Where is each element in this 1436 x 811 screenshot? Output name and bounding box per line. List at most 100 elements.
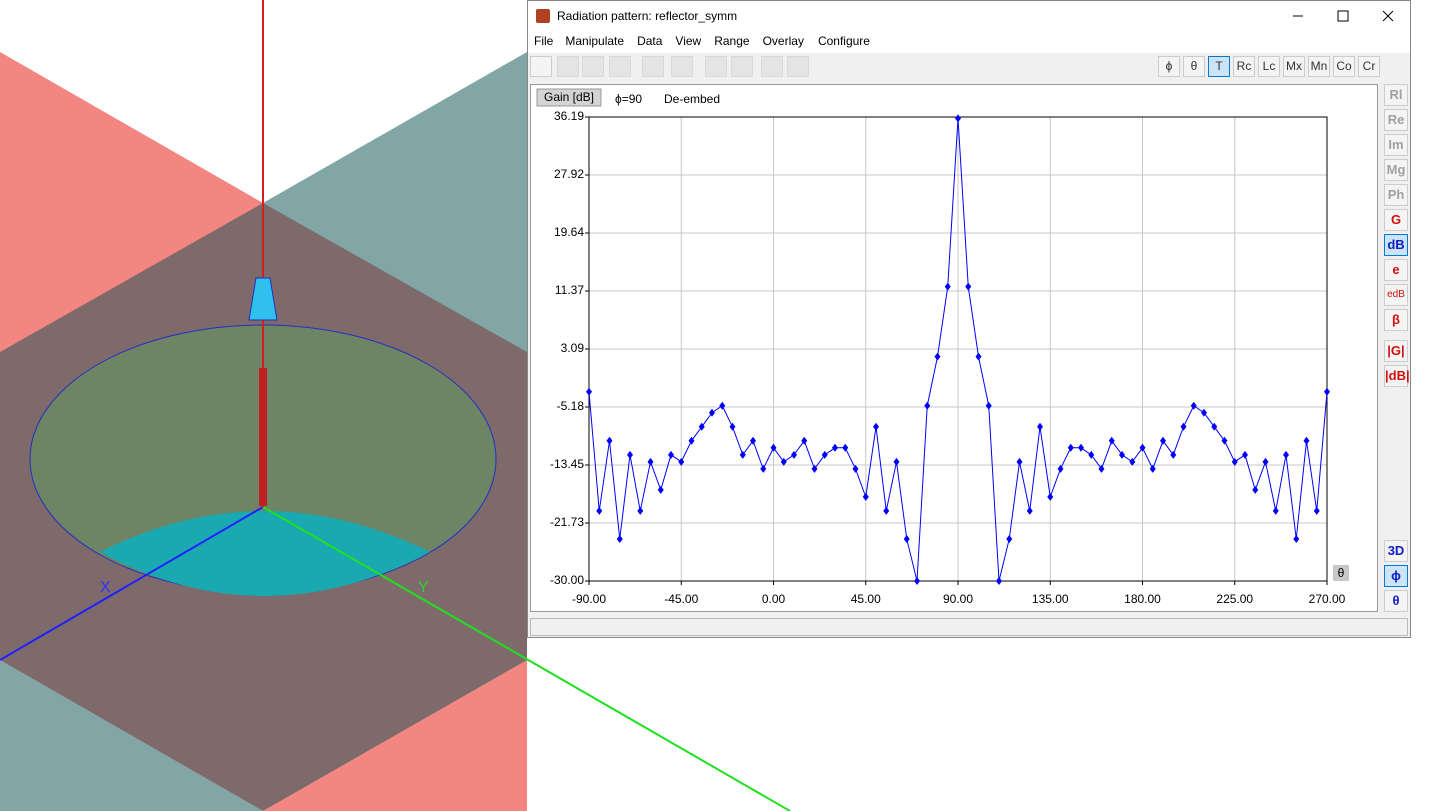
data-point bbox=[1242, 450, 1248, 459]
axis-label: Y bbox=[418, 579, 429, 596]
x-tick-label: 90.00 bbox=[943, 592, 973, 606]
data-point bbox=[1190, 401, 1197, 410]
data-point bbox=[1129, 457, 1136, 466]
menu-item[interactable]: File bbox=[534, 34, 554, 48]
data-point bbox=[698, 422, 705, 431]
title-bar: Radiation pattern: reflector_symm bbox=[528, 1, 1410, 31]
minimize[interactable] bbox=[1289, 7, 1307, 25]
status-bar bbox=[530, 618, 1408, 636]
side-button[interactable]: 3D bbox=[1384, 540, 1408, 562]
data-point bbox=[1293, 534, 1300, 543]
maximize[interactable] bbox=[1334, 7, 1352, 25]
data-point bbox=[903, 534, 910, 543]
tool-button[interactable] bbox=[705, 56, 727, 77]
x-tick-label: 270.00 bbox=[1309, 592, 1346, 606]
data-point bbox=[1006, 534, 1013, 543]
tool-button[interactable]: θ bbox=[1183, 56, 1205, 77]
tool-button[interactable]: Mn bbox=[1308, 56, 1330, 77]
data-point bbox=[760, 464, 767, 473]
menu-item[interactable]: Configure bbox=[817, 34, 870, 48]
menu-item[interactable]: Data bbox=[637, 34, 663, 48]
data-point bbox=[924, 401, 931, 410]
tool-button[interactable] bbox=[731, 56, 753, 77]
data-point bbox=[1262, 457, 1269, 466]
tool-button[interactable] bbox=[530, 56, 552, 77]
y-tick-label: 11.37 bbox=[555, 283, 584, 297]
data-point bbox=[842, 443, 849, 452]
data-point bbox=[1180, 422, 1187, 431]
y-tick-label: -13.45 bbox=[550, 457, 584, 471]
side-button[interactable]: e bbox=[1384, 259, 1408, 281]
reflector-front bbox=[100, 511, 430, 596]
data-point bbox=[1170, 450, 1177, 459]
tool-button[interactable] bbox=[557, 56, 579, 77]
data-point bbox=[1313, 506, 1320, 515]
side-button[interactable]: dB bbox=[1384, 234, 1408, 256]
data-point bbox=[1098, 464, 1105, 473]
tool-button[interactable] bbox=[582, 56, 604, 77]
tool-button[interactable]: Rc bbox=[1233, 56, 1255, 77]
quantity: Gain [dB] bbox=[544, 90, 594, 104]
side-button[interactable]: Rl bbox=[1384, 84, 1408, 106]
tool-button[interactable]: Mx bbox=[1283, 56, 1305, 77]
menu-item[interactable]: Manipulate bbox=[565, 34, 625, 48]
tool-button[interactable]: Lc bbox=[1258, 56, 1280, 77]
data-point bbox=[1211, 422, 1218, 431]
data-point bbox=[1088, 450, 1095, 459]
data-point bbox=[627, 450, 633, 459]
side-button[interactable]: |dB| bbox=[1384, 365, 1410, 387]
data-point bbox=[709, 408, 715, 417]
menu-item[interactable]: Overlay bbox=[762, 34, 804, 48]
y-tick-label: 27.92 bbox=[554, 167, 584, 181]
quantity-box[interactable] bbox=[536, 88, 602, 107]
window: Radiation pattern: reflector_symm File Ma… bbox=[527, 0, 1411, 638]
menu-bar: File Manipulate Data View Range Overlay Config… bbox=[528, 31, 1410, 53]
data-point bbox=[914, 577, 920, 585]
side-button[interactable]: Im bbox=[1384, 134, 1408, 156]
data-point bbox=[1108, 436, 1115, 445]
side-button[interactable]: Re bbox=[1384, 109, 1408, 131]
tool-button[interactable]: T bbox=[1208, 56, 1230, 77]
side-button[interactable]: β bbox=[1384, 309, 1408, 331]
tool-button[interactable] bbox=[671, 56, 693, 77]
data-point bbox=[1149, 464, 1156, 473]
tool-button[interactable] bbox=[609, 56, 631, 77]
tool-button[interactable] bbox=[642, 56, 664, 77]
close[interactable] bbox=[1379, 7, 1397, 25]
tool-button[interactable]: Cr bbox=[1358, 56, 1380, 77]
side-button[interactable]: |G| bbox=[1384, 340, 1408, 362]
data-point bbox=[852, 464, 859, 473]
side-button[interactable]: G bbox=[1384, 209, 1408, 231]
menu-item[interactable]: Range bbox=[714, 34, 750, 48]
data-point bbox=[1119, 450, 1125, 459]
data-point bbox=[1160, 436, 1166, 445]
data-point bbox=[668, 450, 674, 459]
tool-button[interactable]: Co bbox=[1333, 56, 1355, 77]
data-point bbox=[657, 485, 664, 494]
data-point bbox=[1221, 436, 1228, 445]
y-tick-label: 3.09 bbox=[561, 341, 585, 355]
tool-button[interactable] bbox=[761, 56, 783, 77]
menu-item[interactable]: View bbox=[675, 34, 702, 48]
x-tick-label: 180.00 bbox=[1124, 592, 1161, 606]
data-point bbox=[586, 387, 592, 396]
x-axis-label: θ bbox=[1338, 566, 1345, 580]
x-tick-label: 45.00 bbox=[851, 592, 881, 606]
side-button[interactable]: ϕ bbox=[1384, 565, 1408, 587]
tool-button[interactable] bbox=[787, 56, 809, 77]
plot-panel: Gain [dB] ϕ=90 De-embed θ -30.00 -21.73 -1… bbox=[530, 84, 1378, 612]
data-point bbox=[596, 506, 603, 515]
data-point bbox=[616, 534, 623, 543]
data-point bbox=[965, 282, 972, 291]
tool-button[interactable]: ϕ bbox=[1158, 56, 1180, 77]
side-button[interactable]: Mg bbox=[1384, 159, 1408, 181]
data-point bbox=[873, 422, 879, 431]
side-button[interactable]: Ph bbox=[1384, 184, 1408, 206]
side-button[interactable]: edB bbox=[1384, 284, 1408, 306]
window-title: Radiation pattern: reflector_symm bbox=[557, 9, 738, 23]
side-button[interactable]: θ bbox=[1384, 590, 1408, 612]
y-tick-label: -21.73 bbox=[550, 515, 584, 529]
